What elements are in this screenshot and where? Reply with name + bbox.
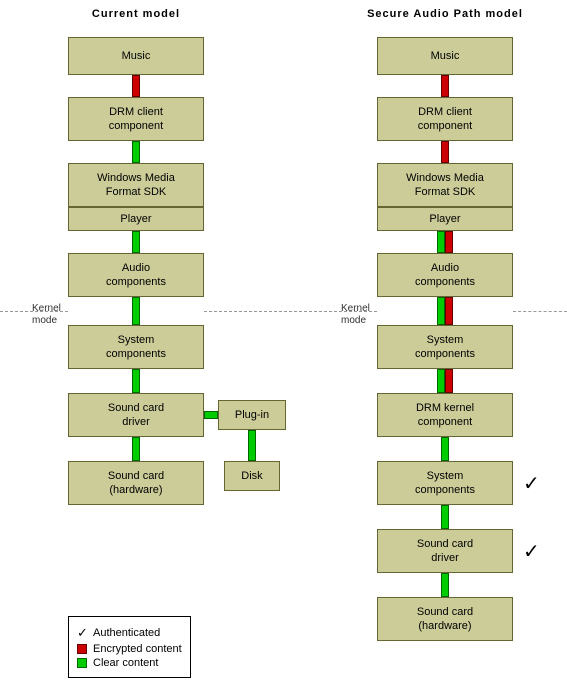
check-icon: ✓ [523, 539, 540, 564]
right-connector-encrypted [445, 297, 453, 325]
plugin-h-connector [204, 411, 218, 419]
left-drm-client: DRM clientcomponent [68, 97, 204, 141]
right-drm-kernel: DRM kernelcomponent [377, 393, 513, 437]
right-connector-clear [441, 505, 449, 529]
left-connector-clear [132, 297, 140, 325]
left-connector-clear [132, 141, 140, 163]
legend-item: Clear content [77, 657, 182, 669]
kernel-line-seg3 [513, 311, 567, 312]
plugin-v-connector [248, 430, 256, 461]
kernel-label-left: Kernelmode [32, 303, 61, 327]
right-drm-client: DRM clientcomponent [377, 97, 513, 141]
right-sound-hw: Sound card(hardware) [377, 597, 513, 641]
left-connector-clear [132, 369, 140, 393]
right-audio-comp: Audiocomponents [377, 253, 513, 297]
right-connector-encrypted [445, 369, 453, 393]
legend-swatch [77, 644, 87, 654]
right-music: Music [377, 37, 513, 75]
right-sound-driver: Sound carddriver [377, 529, 513, 573]
left-wm-sdk: Windows MediaFormat SDK [68, 163, 204, 207]
title-left: Current model [68, 8, 204, 20]
kernel-label-right: Kernelmode [341, 303, 370, 327]
right-system-comp2: Systemcomponents [377, 461, 513, 505]
legend: ✓ Authenticated Encrypted content Clear con… [68, 616, 191, 678]
check-icon: ✓ [77, 625, 87, 641]
left-system-comp: Systemcomponents [68, 325, 204, 369]
left-sound-hw: Sound card(hardware) [68, 461, 204, 505]
right-connector-encrypted [441, 75, 449, 97]
check-icon: ✓ [523, 471, 540, 496]
right-connector-clear [441, 573, 449, 597]
right-connector-clear [441, 437, 449, 461]
right-connector-clear [437, 231, 445, 253]
left-connector-clear [132, 231, 140, 253]
plugin-box: Plug-in [218, 400, 286, 430]
left-connector-encrypted [132, 75, 140, 97]
left-player: Player [68, 207, 204, 231]
left-connector-clear [132, 437, 140, 461]
legend-label: Clear content [93, 657, 158, 669]
disk-box: Disk [224, 461, 280, 491]
right-connector-clear [437, 369, 445, 393]
legend-label: Authenticated [93, 627, 160, 639]
left-audio-comp: Audiocomponents [68, 253, 204, 297]
left-sound-driver: Sound carddriver [68, 393, 204, 437]
legend-swatch [77, 658, 87, 668]
legend-item: ✓ Authenticated [77, 625, 182, 641]
right-connector-clear [437, 297, 445, 325]
legend-item: Encrypted content [77, 643, 182, 655]
title-right: Secure Audio Path model [350, 8, 540, 20]
right-connector-encrypted [441, 141, 449, 163]
right-player: Player [377, 207, 513, 231]
legend-label: Encrypted content [93, 643, 182, 655]
right-system-comp: Systemcomponents [377, 325, 513, 369]
right-connector-encrypted [445, 231, 453, 253]
left-music: Music [68, 37, 204, 75]
right-wm-sdk: Windows MediaFormat SDK [377, 163, 513, 207]
